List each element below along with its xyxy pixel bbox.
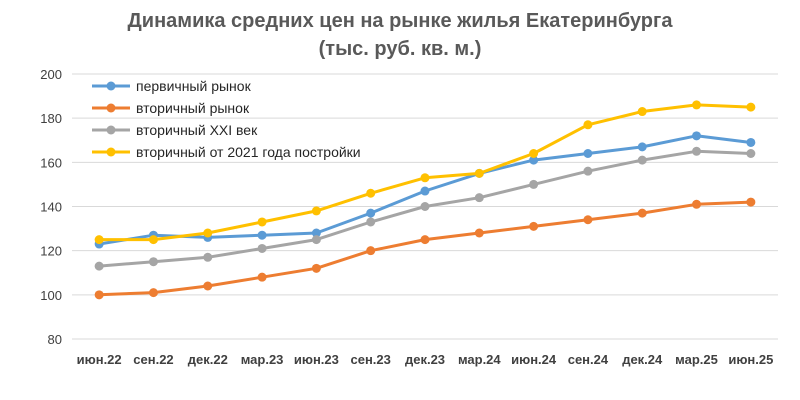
data-point [148,257,158,267]
data-point [203,252,213,262]
data-point [583,149,593,158]
data-point [420,173,430,183]
legend-label: вторичный рынок [136,100,250,116]
data-point [420,186,430,196]
data-point [583,120,593,130]
data-point [203,281,213,291]
x-tick-label: сен.24 [568,352,609,367]
data-point [529,155,539,165]
data-point [148,288,158,298]
data-point [692,100,702,110]
x-tick-label: июн.25 [728,352,773,367]
legend-marker [106,147,116,157]
data-point [366,217,376,227]
data-point [529,221,539,231]
data-point [637,142,647,152]
data-point [746,137,756,147]
x-tick-label: дек.24 [622,352,663,367]
x-tick-label: мар.25 [675,352,718,367]
data-point [692,131,702,141]
data-point [94,290,104,300]
data-point [583,215,593,225]
data-point [203,228,213,238]
series-line [97,200,753,297]
chart-subtitle: (тыс. руб. кв. м.) [318,38,482,60]
data-point [94,261,104,271]
data-point [311,228,321,238]
data-point [474,168,484,178]
data-point [529,149,539,158]
legend-marker [106,125,116,135]
data-point [583,166,593,176]
y-tick-label: 120 [40,244,62,259]
data-point [366,208,376,218]
x-tick-label: мар.24 [458,352,501,367]
data-point [257,272,267,282]
y-tick-label: 160 [40,155,62,170]
data-point [94,235,104,245]
data-point [746,197,756,207]
data-point [692,146,702,156]
legend-label: вторичный XXI век [136,122,258,138]
data-point [692,199,702,209]
y-tick-label: 200 [40,67,62,82]
data-point [637,107,647,117]
data-point [637,208,647,218]
x-tick-label: июн.24 [511,352,557,367]
y-tick-label: 80 [48,332,62,347]
data-point [420,235,430,245]
data-point [366,246,376,256]
data-point [474,228,484,238]
legend-marker [106,81,116,91]
data-point [474,193,484,203]
data-point [746,149,756,158]
data-point [746,102,756,112]
x-tick-label: сен.22 [133,352,173,367]
x-tick-label: июн.23 [294,352,339,367]
legend-label: вторичный от 2021 года постройки [136,144,361,160]
y-tick-label: 180 [40,111,62,126]
data-point [311,263,321,273]
data-point [637,155,647,165]
legend-marker [106,103,116,113]
data-point [529,179,539,189]
data-point [257,217,267,227]
x-tick-label: июн.22 [77,352,122,367]
y-tick-label: 140 [40,200,62,215]
x-tick-label: дек.22 [188,352,228,367]
legend-label: первичный рынок [136,78,252,94]
data-point [420,202,430,211]
y-tick-label: 100 [40,288,62,303]
data-point [366,188,376,198]
chart-title: Динамика средних цен на рынке жилья Екат… [127,10,673,32]
data-point [311,206,321,216]
x-tick-label: мар.23 [241,352,284,367]
data-point [257,243,267,253]
data-point [311,235,321,245]
data-point [257,230,267,240]
x-tick-label: дек.23 [405,352,445,367]
data-point [148,235,158,245]
x-tick-label: сен.23 [350,352,390,367]
